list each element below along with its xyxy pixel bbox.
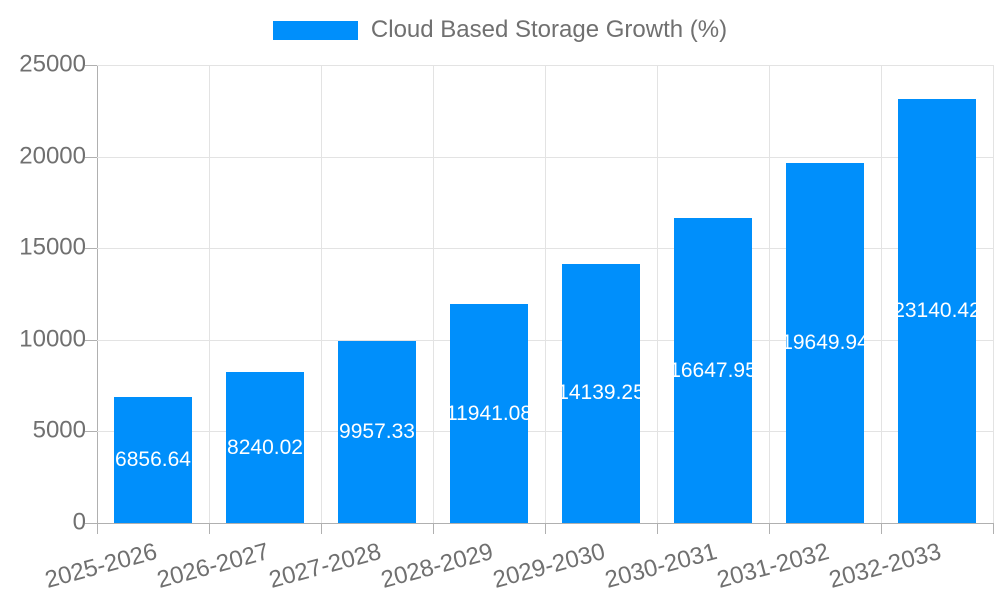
v-gridline [657, 65, 658, 523]
y-tick-label: 10000 [19, 325, 86, 353]
bar-value-label: 11941.08 [450, 401, 528, 425]
plot-area: 6856.64 8240.02 9957.33 11941.08 14139.25 166… [97, 65, 994, 523]
x-tick-label: 2028-2029 [378, 538, 496, 594]
x-tick-label: 2030-2031 [602, 538, 720, 594]
y-tick [85, 248, 97, 250]
v-gridline [433, 65, 434, 523]
bar[interactable]: 14139.25 [562, 263, 640, 523]
y-tick [85, 431, 97, 433]
y-tick [85, 65, 97, 66]
chart-legend[interactable]: Cloud Based Storage Growth (%) [0, 16, 1000, 44]
bar[interactable]: 8240.02 [226, 372, 304, 523]
v-gridline [209, 65, 210, 523]
x-tick [769, 523, 770, 534]
y-tick [85, 339, 97, 341]
y-tick-label: 5000 [32, 416, 86, 444]
y-tick-label: 15000 [19, 233, 86, 261]
x-tick [545, 523, 546, 534]
bar[interactable]: 19649.94 [786, 163, 864, 523]
bar-value-label: 8240.02 [227, 435, 303, 459]
x-tick-label: 2027-2028 [266, 538, 384, 594]
x-tick-label: 2029-2030 [490, 538, 608, 594]
x-tick [209, 523, 210, 534]
x-tick [97, 523, 98, 534]
v-gridline [545, 65, 546, 523]
v-gridline [993, 65, 994, 523]
bar-value-label: 14139.25 [562, 381, 640, 405]
x-tick [657, 523, 658, 534]
y-tick-label: 25000 [19, 50, 86, 78]
x-tick [881, 523, 882, 534]
x-tick-label: 2032-2033 [826, 538, 944, 594]
x-tick-label: 2026-2027 [154, 538, 272, 594]
bar[interactable]: 9957.33 [338, 340, 416, 523]
y-axis-line [97, 65, 98, 523]
bar[interactable]: 16647.95 [674, 218, 752, 523]
x-tick-label: 2025-2026 [42, 538, 160, 594]
y-tick-label: 20000 [19, 142, 86, 170]
y-tick-label: 0 [72, 508, 86, 536]
x-tick-label: 2031-2032 [714, 538, 832, 594]
bar-value-label: 6856.64 [115, 448, 191, 472]
bar[interactable]: 11941.08 [450, 304, 528, 523]
bar-value-label: 23140.42 [898, 299, 976, 323]
legend-label: Cloud Based Storage Growth (%) [370, 16, 728, 43]
x-tick [321, 523, 322, 534]
bar-value-label: 9957.33 [339, 419, 415, 443]
legend-swatch-icon [272, 20, 358, 40]
v-gridline [881, 65, 882, 523]
y-tick [85, 156, 97, 158]
bar-value-label: 19649.94 [786, 331, 864, 354]
x-tick [433, 523, 434, 534]
v-gridline [769, 65, 770, 523]
x-tick [993, 523, 994, 534]
bar[interactable]: 23140.42 [898, 99, 976, 523]
bar[interactable]: 6856.64 [114, 397, 192, 523]
y-tick [85, 523, 97, 524]
v-gridline [321, 65, 322, 523]
bar-value-label: 16647.95 [674, 358, 752, 382]
